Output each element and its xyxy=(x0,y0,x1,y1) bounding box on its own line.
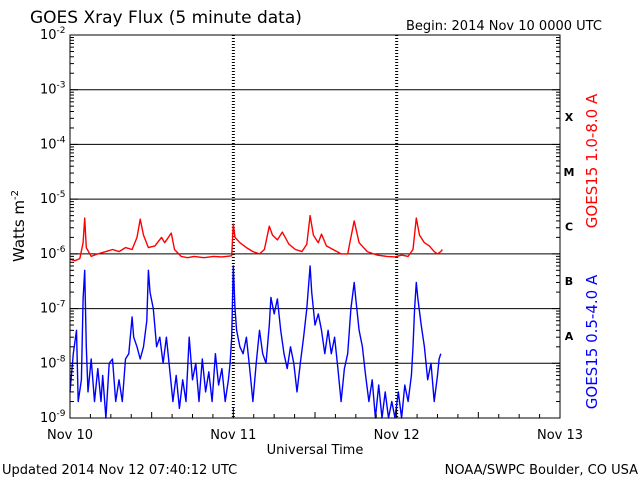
y-tick-label: 10-5 xyxy=(40,190,66,207)
legend-long-channel: GOES15 1.0-8.0 A xyxy=(583,93,601,228)
y-tick-label: 10-8 xyxy=(40,354,66,371)
y-tick-label: 10-9 xyxy=(40,409,66,426)
series-long-channel xyxy=(69,214,443,262)
flare-class-label: C xyxy=(565,221,573,234)
y-tick-label: 10-2 xyxy=(40,26,66,43)
x-tick-labels: Nov 10 Nov 11 Nov 12 Nov 13 xyxy=(47,428,583,443)
series-lines xyxy=(69,214,443,419)
x-tick-label: Nov 11 xyxy=(210,428,256,443)
series-short-channel xyxy=(69,265,442,419)
begin-label: Begin: 2014 Nov 10 0000 UTC xyxy=(406,19,602,34)
x-axis-ticks xyxy=(69,408,561,418)
flare-class-label: M xyxy=(564,166,575,179)
y-tick-label: 10-4 xyxy=(40,135,66,152)
y-tick-label: 10-6 xyxy=(40,245,66,262)
y-axis-ticks xyxy=(70,37,560,419)
x-tick-label: Nov 13 xyxy=(537,428,583,443)
flare-class-labels: X M C B A xyxy=(564,111,575,343)
flare-class-label: A xyxy=(565,330,574,343)
x-tick-label: Nov 10 xyxy=(47,428,93,443)
y-tick-label: 10-3 xyxy=(40,81,66,98)
x-axis-title: Universal Time xyxy=(267,443,364,458)
gridlines xyxy=(70,89,560,364)
y-axis-title: Watts m-2 xyxy=(10,190,28,262)
footer-source: NOAA/SWPC Boulder, CO USA xyxy=(445,463,638,478)
chart-title: GOES Xray Flux (5 minute data) xyxy=(30,8,302,28)
footer-updated: Updated 2014 Nov 12 07:40:12 UTC xyxy=(2,463,237,478)
y-tick-label: 10-7 xyxy=(40,300,66,317)
flare-class-label: B xyxy=(565,275,573,288)
x-tick-label: Nov 12 xyxy=(374,428,420,443)
day-separators xyxy=(231,35,399,418)
legend-short-channel: GOES15 0.5-4.0 A xyxy=(583,274,601,409)
y-tick-labels: 10-2 10-3 10-4 10-5 10-6 10-7 10-8 10-9 xyxy=(40,26,66,426)
flare-class-label: X xyxy=(565,111,574,124)
